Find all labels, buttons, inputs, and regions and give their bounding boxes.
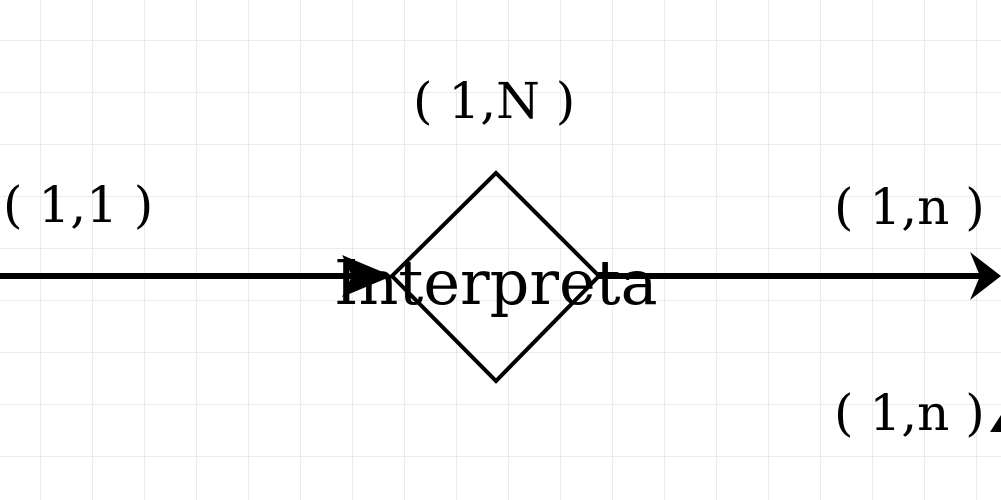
left-connector-arrowhead bbox=[342, 255, 392, 297]
cardinality-top: ( 1,N ) bbox=[413, 72, 576, 130]
cardinality-right: ( 1,n ) bbox=[834, 178, 985, 236]
relationship-name[interactable]: Interpreta bbox=[334, 246, 658, 319]
bottom-right-connector-arrowhead bbox=[990, 415, 1001, 432]
cardinality-left: ( 1,1 ) bbox=[3, 176, 154, 234]
relationship-diamond[interactable] bbox=[389, 170, 602, 384]
right-connector-arrowhead bbox=[970, 252, 1001, 300]
cardinality-bottom-right: ( 1,n ) bbox=[834, 384, 985, 442]
